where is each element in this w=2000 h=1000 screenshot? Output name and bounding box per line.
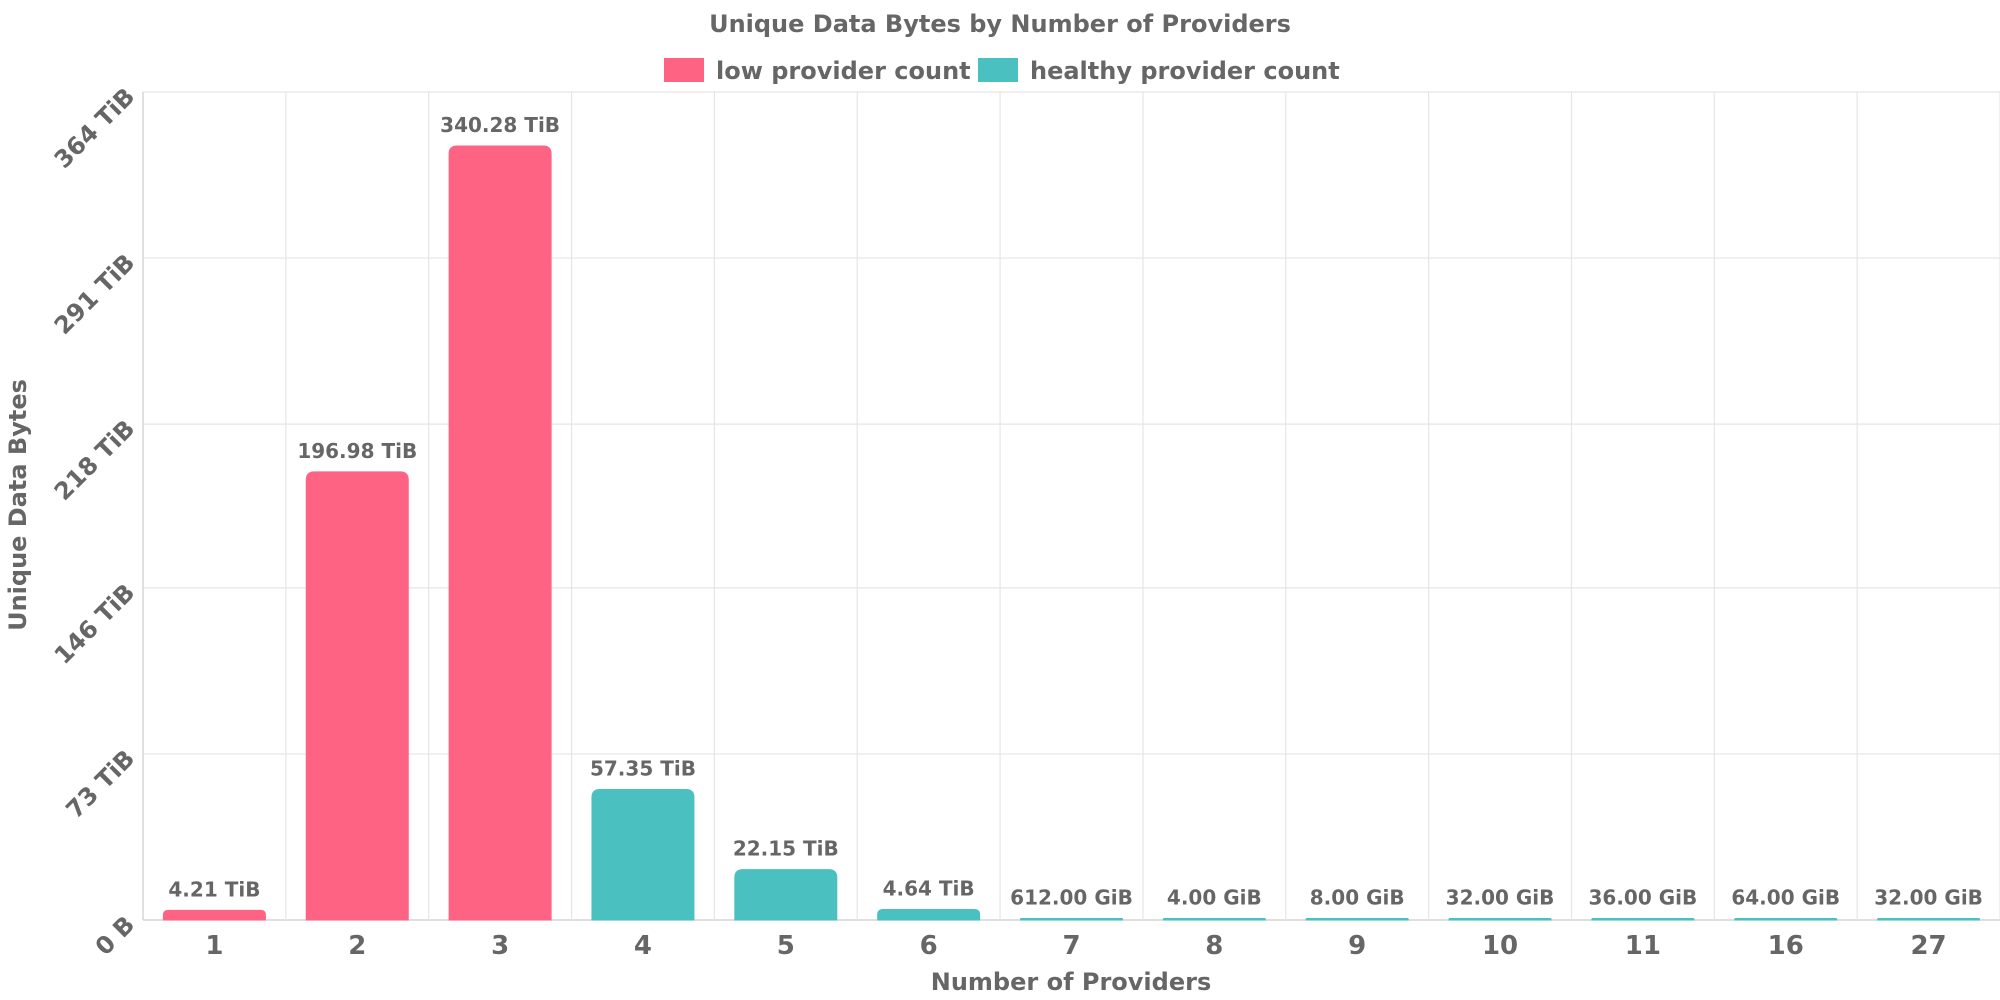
x-tick-label-4: 4 xyxy=(634,931,652,961)
bars xyxy=(162,145,1981,921)
x-tick-label-6: 6 xyxy=(920,931,938,961)
data-label-6: 4.64 TiB xyxy=(883,876,975,900)
x-tick-label-10: 10 xyxy=(1482,931,1518,961)
bar-3[interactable] xyxy=(448,145,552,921)
y-tick-label: 73 TiB xyxy=(61,744,141,824)
legend-label-low: low provider count xyxy=(716,57,971,85)
data-label-1: 4.21 TiB xyxy=(168,877,260,901)
data-label-5: 22.15 TiB xyxy=(733,837,839,861)
data-label-10: 32.00 GiB xyxy=(1446,886,1555,910)
bar-4[interactable] xyxy=(591,789,695,921)
y-axis: 0 B 73 TiB 146 TiB 218 TiB 291 TiB 364 TiB xyxy=(49,82,140,960)
data-label-7: 612.00 GiB xyxy=(1010,886,1133,910)
bar-27[interactable] xyxy=(1877,918,1981,921)
legend-item-healthy[interactable]: healthy provider count xyxy=(978,57,1340,85)
legend-swatch-low xyxy=(664,58,704,82)
legend-label-healthy: healthy provider count xyxy=(1030,57,1340,85)
data-labels: 4.21 TiB 196.98 TiB 340.28 TiB 57.35 TiB 22.… xyxy=(168,113,1983,910)
grid xyxy=(142,91,2000,921)
x-tick-label-9: 9 xyxy=(1348,931,1366,961)
bar-9[interactable] xyxy=(1305,918,1409,921)
x-tick-label-16: 16 xyxy=(1768,931,1804,961)
bar-10[interactable] xyxy=(1448,918,1552,921)
data-label-4: 57.35 TiB xyxy=(590,757,696,781)
x-tick-label-27: 27 xyxy=(1910,931,1946,961)
y-axis-label: Unique Data Bytes xyxy=(4,379,32,631)
x-axis: 1 2 3 4 5 6 7 8 9 10 11 16 27 xyxy=(205,931,1946,961)
data-label-2: 196.98 TiB xyxy=(297,439,417,463)
bar-11[interactable] xyxy=(1591,918,1695,921)
x-axis-label: Number of Providers xyxy=(931,968,1211,996)
legend-swatch-healthy xyxy=(978,58,1018,82)
x-tick-label-5: 5 xyxy=(777,931,795,961)
y-tick-label: 218 TiB xyxy=(49,415,140,506)
legend-item-low[interactable]: low provider count xyxy=(664,57,971,85)
x-tick-label-2: 2 xyxy=(348,931,366,961)
bar-8[interactable] xyxy=(1162,918,1266,921)
data-label-3: 340.28 TiB xyxy=(440,113,560,137)
y-tick-label: 0 B xyxy=(90,910,140,960)
y-tick-label: 146 TiB xyxy=(49,578,140,669)
bar-7[interactable] xyxy=(1020,918,1123,921)
bar-1[interactable] xyxy=(162,909,266,921)
bar-6[interactable] xyxy=(877,908,981,921)
data-label-27: 32.00 GiB xyxy=(1874,886,1983,910)
data-label-11: 36.00 GiB xyxy=(1589,886,1698,910)
bar-5[interactable] xyxy=(734,869,838,921)
legend: low provider count healthy provider coun… xyxy=(664,57,1340,85)
x-tick-label-8: 8 xyxy=(1205,931,1223,961)
y-tick-label: 291 TiB xyxy=(49,248,140,339)
data-label-16: 64.00 GiB xyxy=(1731,886,1840,910)
data-label-9: 8.00 GiB xyxy=(1310,886,1405,910)
data-label-8: 4.00 GiB xyxy=(1167,886,1262,910)
x-tick-label-11: 11 xyxy=(1625,931,1661,961)
x-tick-label-3: 3 xyxy=(491,931,509,961)
bar-16[interactable] xyxy=(1734,918,1838,921)
bar-2[interactable] xyxy=(305,471,409,921)
chart-title: Unique Data Bytes by Number of Providers xyxy=(709,10,1291,38)
x-tick-label-1: 1 xyxy=(205,931,223,961)
y-tick-label: 364 TiB xyxy=(49,82,140,173)
x-tick-label-7: 7 xyxy=(1062,931,1080,961)
